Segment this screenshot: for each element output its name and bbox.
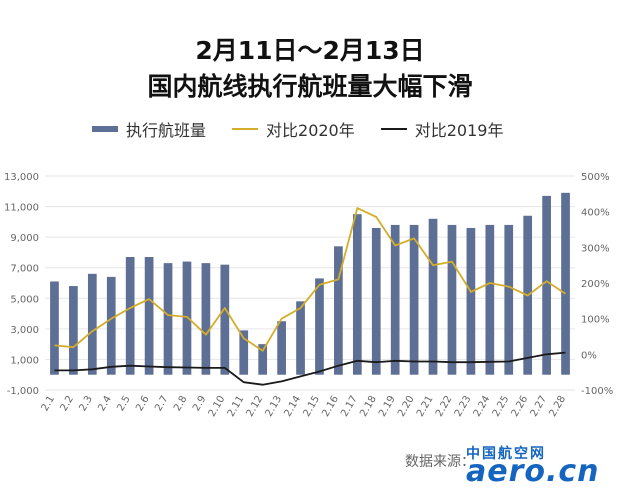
bar-flights bbox=[144, 257, 154, 375]
x-axis-tick-label: 2.15 bbox=[301, 394, 322, 419]
x-axis-tick-label: 2.9 bbox=[191, 394, 208, 413]
bar-flights bbox=[220, 264, 230, 375]
bar-flights bbox=[428, 218, 438, 375]
left-axis-tick-label: -1,000 bbox=[7, 386, 39, 397]
x-axis-tick-label: 2.1 bbox=[40, 394, 57, 413]
x-axis-tick-label: 2.12 bbox=[245, 394, 266, 419]
logo-chinese-text: 中国航空网 bbox=[466, 446, 546, 462]
right-axis-tick-label: 500% bbox=[581, 172, 610, 183]
x-axis-tick-label: 2.5 bbox=[115, 394, 132, 413]
bar-flights bbox=[504, 224, 514, 375]
legend-label-flights: 执行航班量 bbox=[126, 121, 207, 140]
right-axis-tick-label: -100% bbox=[581, 386, 613, 397]
x-axis-tick-label: 2.28 bbox=[547, 394, 568, 419]
x-axis-tick-label: 2.21 bbox=[415, 394, 436, 419]
bar-flights bbox=[277, 321, 286, 375]
legend-label-2019: 对比2019年 bbox=[414, 121, 504, 140]
chart-title-line-2: 国内航线执行航班量大幅下滑 bbox=[147, 72, 473, 101]
bar-flights bbox=[466, 227, 476, 375]
bar-flights bbox=[201, 263, 211, 375]
x-axis-tick-label: 2.10 bbox=[207, 394, 228, 419]
bar-flights bbox=[239, 330, 249, 375]
bar-flights bbox=[315, 278, 324, 375]
x-axis-tick-label: 2.23 bbox=[453, 394, 474, 419]
x-axis-tick-label: 2.27 bbox=[529, 394, 550, 419]
x-axis-tick-label: 2.7 bbox=[153, 394, 170, 413]
x-axis-tick-label: 2.17 bbox=[339, 394, 360, 419]
x-axis-tick-label: 2.16 bbox=[320, 394, 341, 419]
bar-flights bbox=[371, 227, 381, 375]
bar-flights bbox=[390, 224, 400, 375]
chart-legend: 执行航班量 对比2020年 对比2019年 bbox=[92, 118, 529, 140]
right-axis-tick-label: 100% bbox=[581, 315, 610, 326]
right-axis-tick-label: 400% bbox=[581, 208, 610, 219]
bar-flights bbox=[485, 224, 495, 375]
bar-flights bbox=[182, 261, 192, 375]
bar-flights bbox=[561, 192, 570, 375]
x-axis-tick-label: 2.14 bbox=[282, 394, 303, 419]
legend-swatch-flights bbox=[92, 126, 118, 132]
source-note: 数据来源： bbox=[405, 454, 475, 470]
bar-flights bbox=[106, 276, 116, 375]
bar-flights bbox=[163, 263, 173, 375]
x-axis-tick-label: 2.8 bbox=[172, 394, 189, 413]
line-vs-2020 bbox=[54, 207, 566, 352]
left-axis-tick-label: 9,000 bbox=[10, 233, 39, 244]
left-axis-tick-label: 1,000 bbox=[10, 355, 39, 366]
bar-flights bbox=[447, 224, 457, 375]
bar-flights bbox=[409, 224, 419, 375]
x-axis-tick-label: 2.20 bbox=[396, 394, 417, 419]
legend-swatch-2020 bbox=[232, 128, 259, 130]
left-axis-tick-label: 13,000 bbox=[4, 172, 39, 183]
left-axis-tick-label: 3,000 bbox=[10, 325, 39, 336]
aero-logo: aero.cn bbox=[466, 454, 600, 489]
bar-flights bbox=[334, 246, 343, 375]
x-axis-tick-label: 2.24 bbox=[472, 394, 493, 419]
x-axis-tick-label: 2.22 bbox=[434, 394, 455, 419]
bar-flights bbox=[352, 214, 362, 375]
x-axis-tick-label: 2.6 bbox=[134, 394, 151, 413]
left-axis-tick-label: 11,000 bbox=[4, 203, 39, 214]
x-axis-tick-label: 2.4 bbox=[96, 394, 113, 413]
x-axis-tick-label: 2.26 bbox=[510, 394, 531, 419]
x-axis-tick-label: 2.13 bbox=[264, 394, 285, 419]
left-axis-tick-label: 7,000 bbox=[10, 264, 39, 275]
bar-flights bbox=[542, 195, 551, 375]
x-axis-tick-label: 2.19 bbox=[377, 394, 398, 419]
bar-flights bbox=[258, 344, 268, 375]
right-axis-tick-label: 0% bbox=[581, 350, 597, 361]
bar-flights bbox=[69, 286, 78, 375]
legend-swatch-2019 bbox=[380, 128, 407, 130]
bar-flights bbox=[296, 301, 305, 375]
x-axis-tick-label: 2.25 bbox=[491, 394, 512, 419]
line-vs-2019 bbox=[54, 351, 566, 386]
left-axis-tick-label: 5,000 bbox=[10, 294, 39, 305]
x-axis-tick-label: 2.3 bbox=[77, 394, 94, 413]
x-axis-tick-label: 2.18 bbox=[358, 394, 379, 419]
right-axis-tick-label: 200% bbox=[581, 279, 610, 290]
legend-item-flights: 执行航班量 bbox=[92, 117, 206, 141]
bar-flights bbox=[125, 257, 135, 375]
legend-item-2019: 对比2019年 bbox=[380, 117, 504, 141]
x-axis-tick-label: 2.2 bbox=[59, 394, 76, 413]
bar-flights bbox=[87, 273, 97, 375]
chart-title-line-1: 2月11日～2月13日 bbox=[195, 36, 425, 65]
right-axis-tick-label: 300% bbox=[581, 243, 610, 254]
x-axis-tick-label: 2.11 bbox=[226, 394, 247, 419]
legend-label-2020: 对比2020年 bbox=[266, 121, 355, 140]
combo-chart: -1,000 1,000 3,000 5,000 7,000 9,000 11,000 13,… bbox=[4, 172, 613, 419]
legend-item-2020: 对比2020年 bbox=[232, 117, 355, 141]
bar-flights bbox=[50, 281, 59, 375]
